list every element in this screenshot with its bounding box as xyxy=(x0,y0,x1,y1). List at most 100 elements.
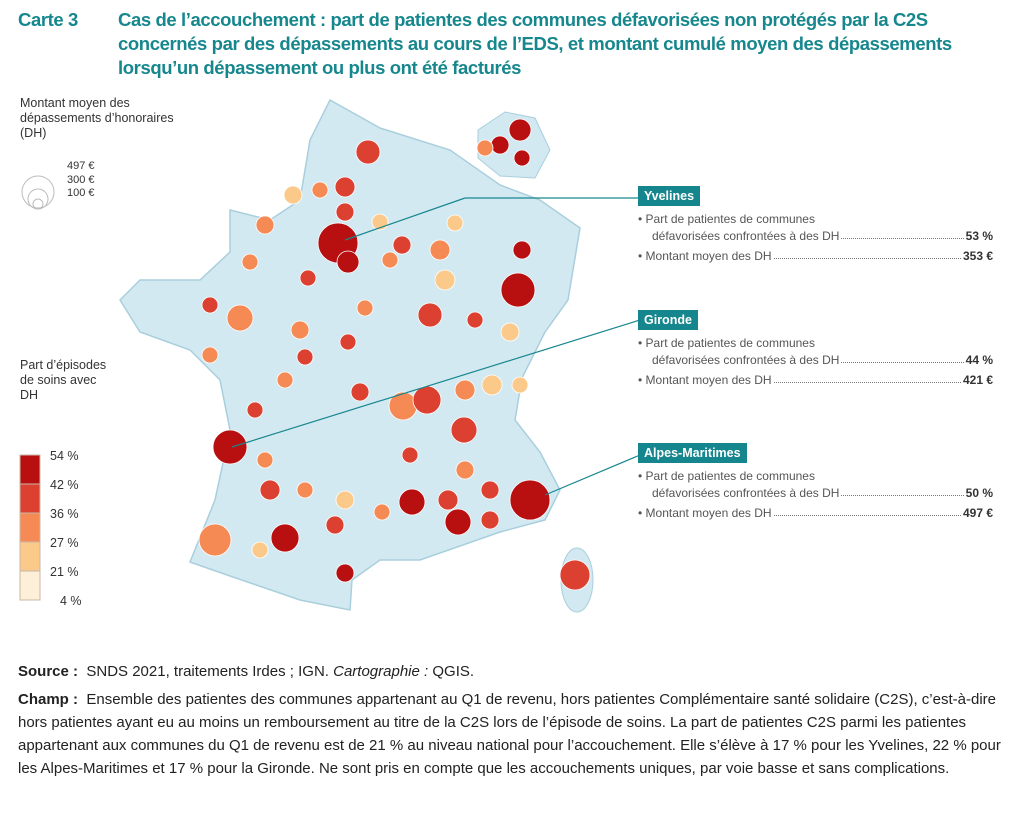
champ-text: Ensemble des patientes des communes appa… xyxy=(18,691,1001,777)
source-note: Source : SNDS 2021, traitements Irdes ; … xyxy=(18,660,1008,683)
department-circle xyxy=(454,379,476,401)
department-circle xyxy=(339,333,357,351)
department-circle xyxy=(476,139,494,157)
amount-value: 353 € xyxy=(962,249,993,263)
department-circle xyxy=(251,541,269,559)
callout-line-gironde xyxy=(231,319,641,448)
color-legend-break: 21 % xyxy=(50,565,79,579)
department-circle xyxy=(481,374,503,396)
department-circle xyxy=(508,118,532,142)
department-circle xyxy=(336,250,360,274)
share-label: • Part de patientes de communes xyxy=(638,469,815,483)
color-legend-break: 42 % xyxy=(50,478,79,492)
callout-line-yvelines xyxy=(344,197,466,241)
share-label: • Part de patientes de communes xyxy=(638,212,815,226)
department-circle xyxy=(256,451,274,469)
share-row: défavorisées confrontées à des DH 53 % xyxy=(638,229,993,243)
department-circle xyxy=(509,479,551,521)
size-legend-value: 300 € xyxy=(67,173,95,186)
department-circle xyxy=(335,490,355,510)
color-legend-swatch xyxy=(19,570,41,601)
share-label-cont: défavorisées confrontées à des DH xyxy=(652,486,840,500)
paris-inset-outline xyxy=(477,111,551,179)
department-circle xyxy=(381,251,399,269)
department-circle xyxy=(500,272,536,308)
department-circle xyxy=(335,202,355,222)
color-legend-swatch xyxy=(19,454,41,485)
source-text: SNDS 2021, traitements Irdes ; IGN. xyxy=(86,663,329,680)
amount-label: • Montant moyen des DH xyxy=(638,373,772,387)
color-legend-break: 36 % xyxy=(50,507,79,521)
france-outline xyxy=(119,98,581,611)
department-circle xyxy=(373,503,391,521)
size-legend-values: 497 € 300 € 100 € xyxy=(67,160,95,201)
figure-number: Carte 3 xyxy=(18,9,78,30)
department-circle xyxy=(198,523,232,557)
callout-label: Gironde xyxy=(638,310,698,330)
color-legend-swatch xyxy=(19,512,41,543)
department-circle xyxy=(355,139,381,165)
department-circle xyxy=(429,239,451,261)
amount-label: • Montant moyen des DH xyxy=(638,506,772,520)
department-circle xyxy=(212,429,248,465)
share-value: 50 % xyxy=(965,486,993,500)
department-circle xyxy=(446,214,464,232)
share-label-cont: défavorisées confrontées à des DH xyxy=(652,353,840,367)
department-circle xyxy=(444,508,472,536)
amount-row: • Montant moyen des DH 353 € xyxy=(638,249,993,263)
department-circle xyxy=(513,149,531,167)
share-label: • Part de patientes de communes xyxy=(638,336,815,350)
department-circle xyxy=(490,135,510,155)
callout-label: Alpes-Maritimes xyxy=(638,443,747,463)
department-circle xyxy=(356,299,374,317)
source-label: Source : xyxy=(18,663,79,680)
color-legend-swatch xyxy=(19,483,41,514)
department-circle xyxy=(392,235,412,255)
department-circle xyxy=(296,348,314,366)
size-legend-symbol xyxy=(21,175,55,210)
share-value: 53 % xyxy=(965,229,993,243)
department-circle xyxy=(480,510,500,530)
france-map xyxy=(19,98,641,613)
amount-value: 421 € xyxy=(962,373,993,387)
department-circle xyxy=(201,346,219,364)
color-legend-break: 4 % xyxy=(60,594,82,608)
department-circle xyxy=(270,523,300,553)
callout-alpes-maritimes: Alpes-Maritimes • Part de patientes de c… xyxy=(638,443,993,520)
amount-row: • Montant moyen des DH 421 € xyxy=(638,373,993,387)
color-legend-swatch xyxy=(19,541,41,572)
color-legend-title: Part d’épisodes de soins avec DH xyxy=(20,358,107,402)
department-circle xyxy=(296,481,314,499)
department-circle xyxy=(334,176,356,198)
color-legend-break: 27 % xyxy=(50,536,79,550)
department-circle xyxy=(325,515,345,535)
department-circle xyxy=(255,215,275,235)
callout-line-alpes-maritimes xyxy=(544,454,641,496)
department-circle xyxy=(434,269,456,291)
department-circle xyxy=(246,401,264,419)
size-legend-value: 100 € xyxy=(67,187,95,199)
share-label-cont: défavorisées confrontées à des DH xyxy=(652,229,840,243)
department-circle xyxy=(480,480,500,500)
department-circle xyxy=(290,320,310,340)
department-circle xyxy=(201,296,219,314)
department-circle xyxy=(500,322,520,342)
department-circle xyxy=(455,460,475,480)
department-circle xyxy=(311,181,329,199)
callout-label: Yvelines xyxy=(638,186,701,206)
department-circle xyxy=(241,253,259,271)
amount-value: 497 € xyxy=(962,506,993,520)
department-circle xyxy=(299,269,317,287)
department-circle xyxy=(398,488,426,516)
share-row: défavorisées confrontées à des DH 44 % xyxy=(638,353,993,367)
callout-yvelines: Yvelines • Part de patientes de communes… xyxy=(638,186,993,263)
department-circle xyxy=(401,446,419,464)
department-circle xyxy=(511,376,529,394)
size-legend-title: Montant moyen des dépassements d’honorai… xyxy=(20,96,174,140)
department-circle xyxy=(412,385,442,415)
carto-label: Cartographie : xyxy=(333,663,429,680)
department-circle xyxy=(466,311,484,329)
color-legend-break: 54 % xyxy=(50,449,79,463)
department-circle xyxy=(559,559,591,591)
carto-text: QGIS. xyxy=(432,663,475,680)
